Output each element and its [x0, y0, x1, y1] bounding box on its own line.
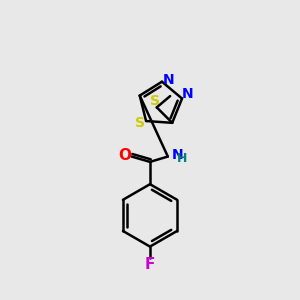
Text: S: S [134, 116, 145, 130]
Text: O: O [118, 148, 131, 163]
Text: N: N [182, 87, 194, 101]
Text: N: N [163, 73, 174, 87]
Text: H: H [177, 152, 187, 165]
Text: F: F [145, 257, 155, 272]
Text: S: S [150, 94, 160, 108]
Text: N: N [171, 148, 183, 162]
